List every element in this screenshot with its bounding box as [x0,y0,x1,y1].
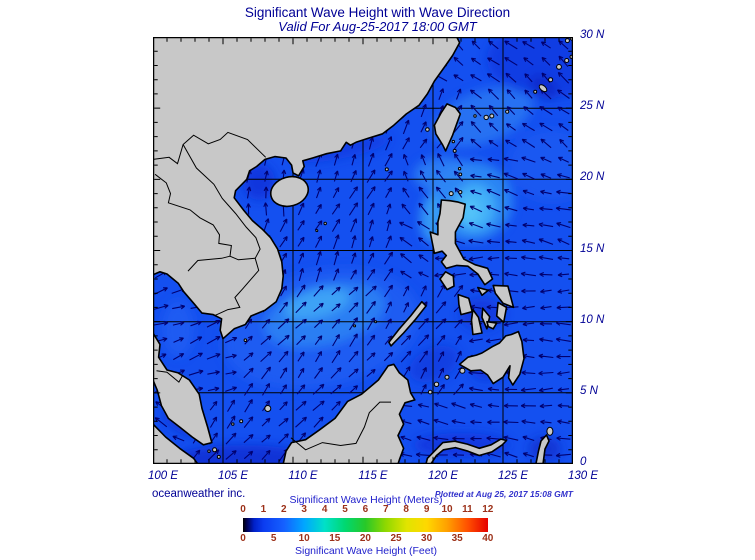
meters-tick: 6 [362,504,369,515]
meters-tick: 5 [342,504,348,515]
lat-label: 25 N [580,100,605,113]
meters-tick: 0 [240,504,246,515]
feet-tick: 35 [451,533,463,544]
frame-ticks [154,38,572,463]
feet-tick: 0 [240,533,246,544]
feet-tick: 15 [329,533,341,544]
feet-tick: 10 [298,533,310,544]
lat-label: 0 [580,456,587,469]
island-leyte [495,301,508,324]
chart-title: Significant Wave Height with Wave Direct… [244,5,511,20]
island-mindoro [439,271,455,291]
island-taiwan [433,103,462,152]
colorbar-title-meters: Significant Wave Height (Meters) [289,494,443,506]
feet-tick: 40 [482,533,494,544]
meters-tick: 9 [423,504,430,515]
lon-label: 105 E [217,470,249,482]
feet-tick: 25 [390,533,402,544]
country-borders [153,131,391,451]
lat-label: 10 N [580,313,605,326]
island-sulawesi [425,438,508,464]
lon-label: 130 E [567,470,599,482]
meters-tick: 8 [403,504,409,515]
meters-tick: 7 [383,504,389,515]
lat-label: 15 N [580,242,605,255]
small-islands [207,37,573,459]
island-negros [470,308,483,336]
island-panay [457,293,473,316]
meters-tick: 3 [301,504,307,515]
lon-label: 100 E [147,470,179,482]
feet-tick: 30 [421,533,433,544]
lat-label: 20 N [580,171,605,184]
island-halmahera [535,434,550,464]
plotted-timestamp: Plotted at Aug 25, 2017 15:08 GMT [434,489,573,499]
meters-tick: 1 [260,504,267,515]
land-layer [153,37,573,464]
lon-label: 120 E [427,470,459,482]
feet-tick: 5 [270,533,277,544]
island-sumatra [153,423,199,464]
colorbar-gradient [243,518,488,532]
island-samar [492,284,515,309]
meters-tick: 12 [482,504,494,515]
lon-label: 125 E [497,470,529,482]
island-borneo [282,363,416,464]
landmass-asia [153,37,461,340]
island-hainan [269,175,310,208]
island-masbate [477,286,490,297]
island-palawan [388,300,427,347]
landmass-malay-peninsula [153,332,213,446]
meters-tick: 2 [281,504,287,515]
lon-label: 110 E [288,470,318,482]
chart-subtitle: Valid For Aug-25-2017 18:00 GMT [278,19,477,34]
meters-tick: 4 [321,504,328,515]
meters-tick: 10 [441,504,453,515]
lat-label: 30 N [580,29,605,41]
island-bohol [486,320,498,330]
colorbar-title-feet: Significant Wave Height (Feet) [294,545,437,557]
meters-tick: 11 [462,504,473,515]
island-mindanao [458,330,525,386]
credit-text: oceanweather inc. [152,488,246,500]
wave-height-map [153,37,573,464]
island-luzon [429,199,494,286]
feet-tick: 20 [359,533,371,544]
lat-label: 5 N [580,384,598,397]
lon-label: 115 E [358,470,388,482]
